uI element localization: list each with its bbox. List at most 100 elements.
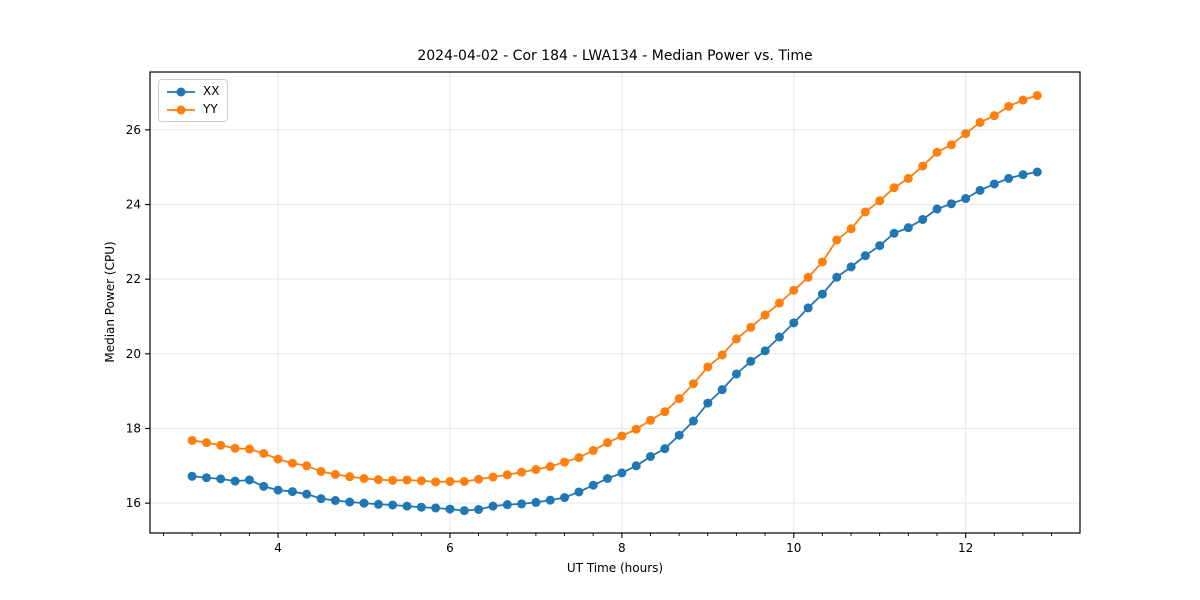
series-point-yy bbox=[560, 457, 570, 467]
legend-label-xx: XX bbox=[203, 84, 220, 98]
x-tick-label: 8 bbox=[618, 541, 626, 555]
series-point-yy bbox=[359, 474, 369, 484]
series-point-xx bbox=[717, 385, 727, 395]
series-point-yy bbox=[244, 444, 254, 454]
series-point-xx bbox=[474, 504, 484, 514]
series-point-xx bbox=[287, 487, 297, 497]
x-tick-label: 4 bbox=[274, 541, 282, 555]
series-line-xx bbox=[192, 171, 1038, 512]
y-tick-label: 20 bbox=[126, 347, 141, 361]
series-point-yy bbox=[488, 472, 498, 482]
series-point-yy bbox=[903, 173, 913, 183]
series-point-yy bbox=[961, 129, 971, 139]
series-point-yy bbox=[674, 394, 684, 404]
series-point-yy bbox=[302, 461, 312, 471]
legend-swatch-xx-icon bbox=[167, 87, 195, 96]
series-point-xx bbox=[832, 272, 842, 282]
x-axis-label: UT Time (hours) bbox=[566, 561, 664, 575]
series-point-xx bbox=[1032, 167, 1042, 177]
series-point-yy bbox=[875, 196, 885, 206]
series-point-xx bbox=[459, 506, 469, 516]
series-point-yy bbox=[1018, 95, 1028, 105]
series-point-yy bbox=[946, 140, 956, 150]
series-point-yy bbox=[287, 458, 297, 468]
x-tick-label: 12 bbox=[958, 541, 973, 555]
series-point-xx bbox=[244, 475, 254, 485]
series-point-xx bbox=[431, 503, 441, 513]
series-point-xx bbox=[903, 223, 913, 233]
series-point-yy bbox=[216, 440, 226, 450]
series-point-yy bbox=[918, 161, 928, 171]
series-point-yy bbox=[474, 474, 484, 484]
series-point-yy bbox=[517, 467, 527, 477]
chart-title: 2024-04-02 - Cor 184 - LWA134 - Median P… bbox=[417, 48, 813, 64]
series-point-xx bbox=[989, 179, 999, 189]
series-point-yy bbox=[932, 147, 942, 157]
series-point-yy bbox=[273, 454, 283, 464]
series-point-yy bbox=[975, 117, 985, 127]
series-point-xx bbox=[445, 504, 455, 514]
series-point-yy bbox=[631, 424, 641, 434]
series-point-xx bbox=[230, 476, 240, 486]
series-point-xx bbox=[187, 471, 197, 481]
legend-label-yy: YY bbox=[203, 102, 218, 116]
series-point-yy bbox=[431, 477, 441, 487]
series-point-yy bbox=[574, 453, 584, 463]
series-point-yy bbox=[531, 465, 541, 475]
series-point-xx bbox=[488, 501, 498, 511]
series-point-xx bbox=[803, 303, 813, 313]
x-tick-label: 6 bbox=[446, 541, 454, 555]
legend-item-xx: XX bbox=[166, 85, 219, 98]
series-point-yy bbox=[373, 475, 383, 485]
series-point-xx bbox=[875, 241, 885, 251]
series-point-xx bbox=[946, 199, 956, 209]
series-point-yy bbox=[416, 476, 426, 486]
series-point-xx bbox=[330, 496, 340, 506]
series-point-xx bbox=[388, 500, 398, 510]
series-point-yy bbox=[201, 438, 211, 448]
axes-frame bbox=[149, 71, 1081, 534]
legend-item-yy: YY bbox=[166, 103, 219, 116]
series-point-yy bbox=[588, 446, 598, 456]
series-point-yy bbox=[459, 476, 469, 486]
series-point-xx bbox=[402, 501, 412, 511]
series-point-yy bbox=[316, 466, 326, 476]
series-point-yy bbox=[187, 435, 197, 445]
series-point-xx bbox=[560, 493, 570, 503]
series-point-xx bbox=[860, 251, 870, 261]
series-point-yy bbox=[345, 472, 355, 482]
series-point-yy bbox=[660, 407, 670, 417]
series-point-yy bbox=[989, 111, 999, 121]
series-point-yy bbox=[1032, 91, 1042, 101]
series-point-xx bbox=[645, 451, 655, 461]
series-point-xx bbox=[846, 262, 856, 272]
series-point-yy bbox=[760, 310, 770, 320]
series-point-yy bbox=[860, 207, 870, 217]
series-point-yy bbox=[502, 470, 512, 480]
series-point-xx bbox=[746, 356, 756, 366]
series-point-xx bbox=[359, 498, 369, 508]
x-tick-label: 10 bbox=[786, 541, 801, 555]
series-point-yy bbox=[703, 362, 713, 372]
series-point-yy bbox=[832, 235, 842, 245]
series-point-xx bbox=[674, 430, 684, 440]
series-point-xx bbox=[660, 444, 670, 454]
legend: XX YY bbox=[158, 79, 228, 122]
series-point-xx bbox=[273, 485, 283, 495]
series-point-xx bbox=[588, 480, 598, 490]
series-point-yy bbox=[717, 350, 727, 360]
series-point-yy bbox=[330, 469, 340, 479]
series-point-xx bbox=[259, 481, 269, 491]
series-point-xx bbox=[688, 416, 698, 426]
y-tick-label: 16 bbox=[126, 496, 141, 510]
series-point-yy bbox=[445, 476, 455, 486]
series-point-xx bbox=[345, 497, 355, 507]
series-point-yy bbox=[688, 379, 698, 389]
series-point-yy bbox=[846, 224, 856, 234]
series-point-xx bbox=[1004, 173, 1014, 183]
series-point-xx bbox=[316, 494, 326, 504]
series-point-yy bbox=[774, 298, 784, 308]
series-point-yy bbox=[746, 322, 756, 332]
